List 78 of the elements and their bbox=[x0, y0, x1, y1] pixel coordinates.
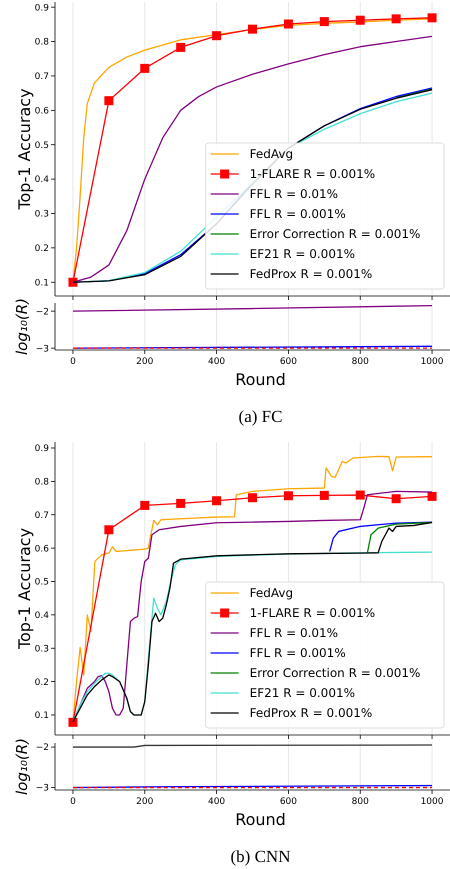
point bbox=[428, 492, 437, 501]
y-tick-label: 0.6 bbox=[34, 544, 50, 554]
y-tick-label: 0.8 bbox=[34, 38, 50, 48]
point bbox=[428, 13, 437, 22]
y-tick-label: −3 bbox=[36, 784, 49, 794]
point bbox=[392, 14, 401, 24]
y-tick-label: 0.4 bbox=[34, 611, 50, 622]
y-tick-label: 0.7 bbox=[34, 72, 49, 82]
point bbox=[212, 31, 222, 40]
x-tick-label: 400 bbox=[208, 797, 226, 807]
y-tick-label: 0.1 bbox=[34, 278, 49, 288]
y-tick-label: 0.2 bbox=[34, 678, 49, 688]
y-tick-label: 0.9 bbox=[34, 3, 50, 14]
point bbox=[176, 498, 186, 508]
point bbox=[284, 20, 293, 29]
y-axis-title: Top-1 Accuracy bbox=[15, 528, 34, 650]
text: (a) FC bbox=[238, 407, 282, 426]
point bbox=[104, 525, 114, 534]
legend-label: FedProx R = 0.001% bbox=[250, 267, 372, 282]
y-tick-label: 0.7 bbox=[34, 510, 49, 521]
line-series bbox=[329, 521, 433, 552]
legend-label: 1-FLARE R = 0.001% bbox=[250, 167, 376, 182]
x-tick-label: 1000 bbox=[420, 797, 444, 807]
y-axis-title: Top-1 Accuracy bbox=[15, 88, 34, 211]
x-tick-label: 0 bbox=[70, 357, 76, 367]
point bbox=[392, 494, 401, 504]
legend-label: FFL R = 0.001% bbox=[250, 207, 346, 222]
x-tick-label: 0 bbox=[70, 797, 76, 807]
point bbox=[212, 496, 222, 506]
x-axis-title: Round bbox=[235, 810, 286, 829]
x-tick-label: 200 bbox=[136, 797, 154, 807]
point bbox=[248, 24, 257, 34]
point bbox=[320, 490, 329, 500]
y-tick-label: −2 bbox=[36, 307, 49, 318]
legend-label: EF21 R = 0.001% bbox=[250, 247, 356, 262]
x-tick-label: 200 bbox=[136, 357, 154, 367]
point bbox=[356, 490, 365, 500]
legend-label: EF21 R = 0.001% bbox=[250, 686, 356, 700]
y-tick-label: 0.3 bbox=[34, 210, 49, 220]
x-tick-label: 800 bbox=[352, 357, 370, 367]
y-tick-label: 0.5 bbox=[34, 578, 49, 588]
point bbox=[104, 96, 114, 106]
point bbox=[284, 491, 293, 500]
x-tick-label: 600 bbox=[280, 797, 298, 807]
point bbox=[320, 17, 329, 26]
x-tick-label: 600 bbox=[280, 357, 298, 367]
legend-label: FedAvg bbox=[250, 586, 294, 600]
point bbox=[68, 718, 78, 727]
legend-label: FFL R = 0.01% bbox=[250, 626, 338, 640]
y-tick-label: 0.3 bbox=[34, 644, 49, 654]
x-tick-label: 1000 bbox=[420, 357, 444, 367]
point bbox=[176, 42, 186, 52]
y-tick-label: 0.5 bbox=[34, 140, 49, 151]
point bbox=[356, 16, 365, 25]
legend-label: FFL R = 0.01% bbox=[250, 187, 338, 202]
legend-label: Error Correction R = 0.001% bbox=[250, 227, 420, 242]
text: (b) CNN bbox=[230, 847, 290, 866]
y-axis-title: log₁₀(R) bbox=[13, 298, 31, 356]
y-tick-label: 0.2 bbox=[34, 244, 49, 254]
y-tick-label: −3 bbox=[36, 344, 49, 354]
y-axis-title: log₁₀(R) bbox=[13, 738, 31, 796]
y-tick-label: 0.8 bbox=[34, 478, 50, 488]
legend-label: FFL R = 0.001% bbox=[250, 646, 346, 660]
point bbox=[248, 493, 257, 502]
legend-label: FedProx R = 0.001% bbox=[250, 706, 372, 720]
point bbox=[140, 64, 150, 73]
legend-label: Error Correction R = 0.001% bbox=[250, 666, 420, 680]
legend-label: 1-FLARE R = 0.001% bbox=[250, 606, 376, 620]
y-tick-label: 0.9 bbox=[34, 444, 50, 454]
legend-label: FedAvg bbox=[250, 147, 294, 162]
y-tick-label: 0.1 bbox=[34, 711, 49, 722]
y-tick-label: −2 bbox=[36, 743, 49, 754]
y-tick-label: 0.4 bbox=[34, 175, 50, 186]
y-tick-label: 0.6 bbox=[34, 106, 50, 116]
x-tick-label: 800 bbox=[352, 797, 370, 807]
point bbox=[140, 500, 150, 510]
x-tick-label: 400 bbox=[208, 357, 226, 367]
x-axis-title: Round bbox=[235, 370, 286, 389]
